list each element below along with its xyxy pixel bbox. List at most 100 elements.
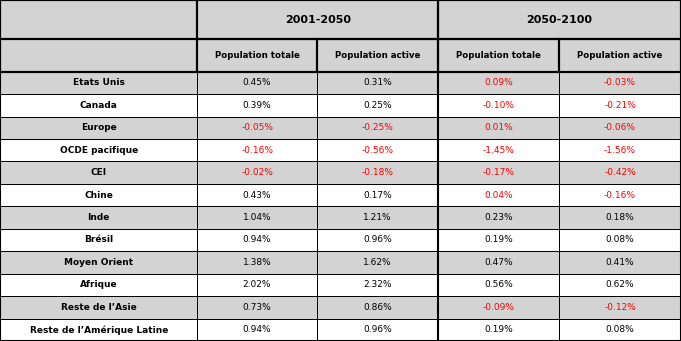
Text: -0.18%: -0.18% [362, 168, 393, 177]
Bar [317, 296, 438, 318]
Bar [317, 251, 438, 273]
Text: 2.02%: 2.02% [243, 280, 271, 290]
Text: CEI: CEI [91, 168, 107, 177]
Bar [438, 296, 559, 318]
Bar [559, 206, 681, 229]
Bar [317, 161, 438, 184]
Bar [559, 229, 681, 251]
Bar [197, 117, 317, 139]
Text: -1.45%: -1.45% [483, 146, 514, 155]
Text: 0.08%: 0.08% [605, 325, 635, 334]
Bar [559, 273, 681, 296]
Bar [438, 318, 559, 341]
Text: Reste de l’Amérique Latine: Reste de l’Amérique Latine [29, 325, 168, 335]
Bar [0, 94, 197, 117]
Bar [317, 139, 438, 161]
Text: 2050-2100: 2050-2100 [526, 15, 592, 25]
Bar [317, 296, 438, 318]
Bar [197, 161, 317, 184]
Bar [0, 0, 197, 39]
Text: 2001-2050: 2001-2050 [285, 15, 351, 25]
Bar [197, 251, 317, 273]
Bar [197, 94, 317, 117]
Bar [438, 72, 559, 94]
Bar [559, 161, 681, 184]
Bar [438, 229, 559, 251]
Bar [0, 117, 197, 139]
Bar [438, 39, 559, 72]
Bar [0, 161, 197, 184]
Bar [438, 251, 559, 273]
Bar [197, 139, 317, 161]
Bar [559, 117, 681, 139]
Text: 0.96%: 0.96% [363, 236, 392, 244]
Text: -0.10%: -0.10% [483, 101, 514, 110]
Bar [438, 206, 559, 229]
Bar [438, 139, 559, 161]
Text: 0.45%: 0.45% [242, 78, 272, 87]
Text: -0.17%: -0.17% [483, 168, 514, 177]
Bar [0, 139, 197, 161]
Bar [0, 273, 197, 296]
Bar [317, 184, 438, 206]
Bar [0, 206, 197, 229]
Text: -0.56%: -0.56% [362, 146, 393, 155]
Bar [559, 251, 681, 273]
Bar [559, 184, 681, 206]
Text: Reste de l’Asie: Reste de l’Asie [61, 303, 137, 312]
Bar [559, 318, 681, 341]
Bar [0, 94, 197, 117]
Bar [438, 206, 559, 229]
Bar [559, 117, 681, 139]
Bar [197, 72, 317, 94]
Text: 1.62%: 1.62% [363, 258, 392, 267]
Bar [438, 0, 681, 39]
Bar [197, 318, 317, 341]
Text: 0.18%: 0.18% [605, 213, 635, 222]
Text: 0.23%: 0.23% [484, 213, 513, 222]
Bar [197, 72, 317, 94]
Bar [438, 161, 559, 184]
Text: -0.42%: -0.42% [604, 168, 636, 177]
Bar [0, 117, 197, 139]
Text: 0.39%: 0.39% [242, 101, 272, 110]
Bar [0, 206, 197, 229]
Text: Afrique: Afrique [80, 280, 118, 290]
Bar [438, 296, 559, 318]
Bar [197, 229, 317, 251]
Text: -0.03%: -0.03% [604, 78, 636, 87]
Bar [317, 72, 438, 94]
Text: Canada: Canada [80, 101, 118, 110]
Text: 0.73%: 0.73% [242, 303, 272, 312]
Bar [559, 273, 681, 296]
Bar [0, 39, 197, 72]
Bar [438, 139, 559, 161]
Bar [559, 206, 681, 229]
Bar [559, 72, 681, 94]
Text: 0.94%: 0.94% [242, 325, 272, 334]
Bar [197, 139, 317, 161]
Bar [197, 296, 317, 318]
Bar [0, 273, 197, 296]
Bar [197, 251, 317, 273]
Bar [0, 184, 197, 206]
Text: -0.16%: -0.16% [604, 191, 636, 199]
Text: -0.16%: -0.16% [241, 146, 273, 155]
Text: 0.86%: 0.86% [363, 303, 392, 312]
Text: Population totale: Population totale [456, 51, 541, 60]
Bar [559, 94, 681, 117]
Bar [559, 72, 681, 94]
Bar [0, 72, 197, 94]
Text: Population active: Population active [334, 51, 420, 60]
Bar [0, 296, 197, 318]
Bar [317, 72, 438, 94]
Bar [559, 318, 681, 341]
Bar [317, 139, 438, 161]
Text: Moyen Orient: Moyen Orient [64, 258, 133, 267]
Bar [559, 296, 681, 318]
Bar [438, 117, 559, 139]
Text: Population totale: Population totale [215, 51, 300, 60]
Bar [317, 273, 438, 296]
Bar [559, 94, 681, 117]
Bar [438, 72, 559, 94]
